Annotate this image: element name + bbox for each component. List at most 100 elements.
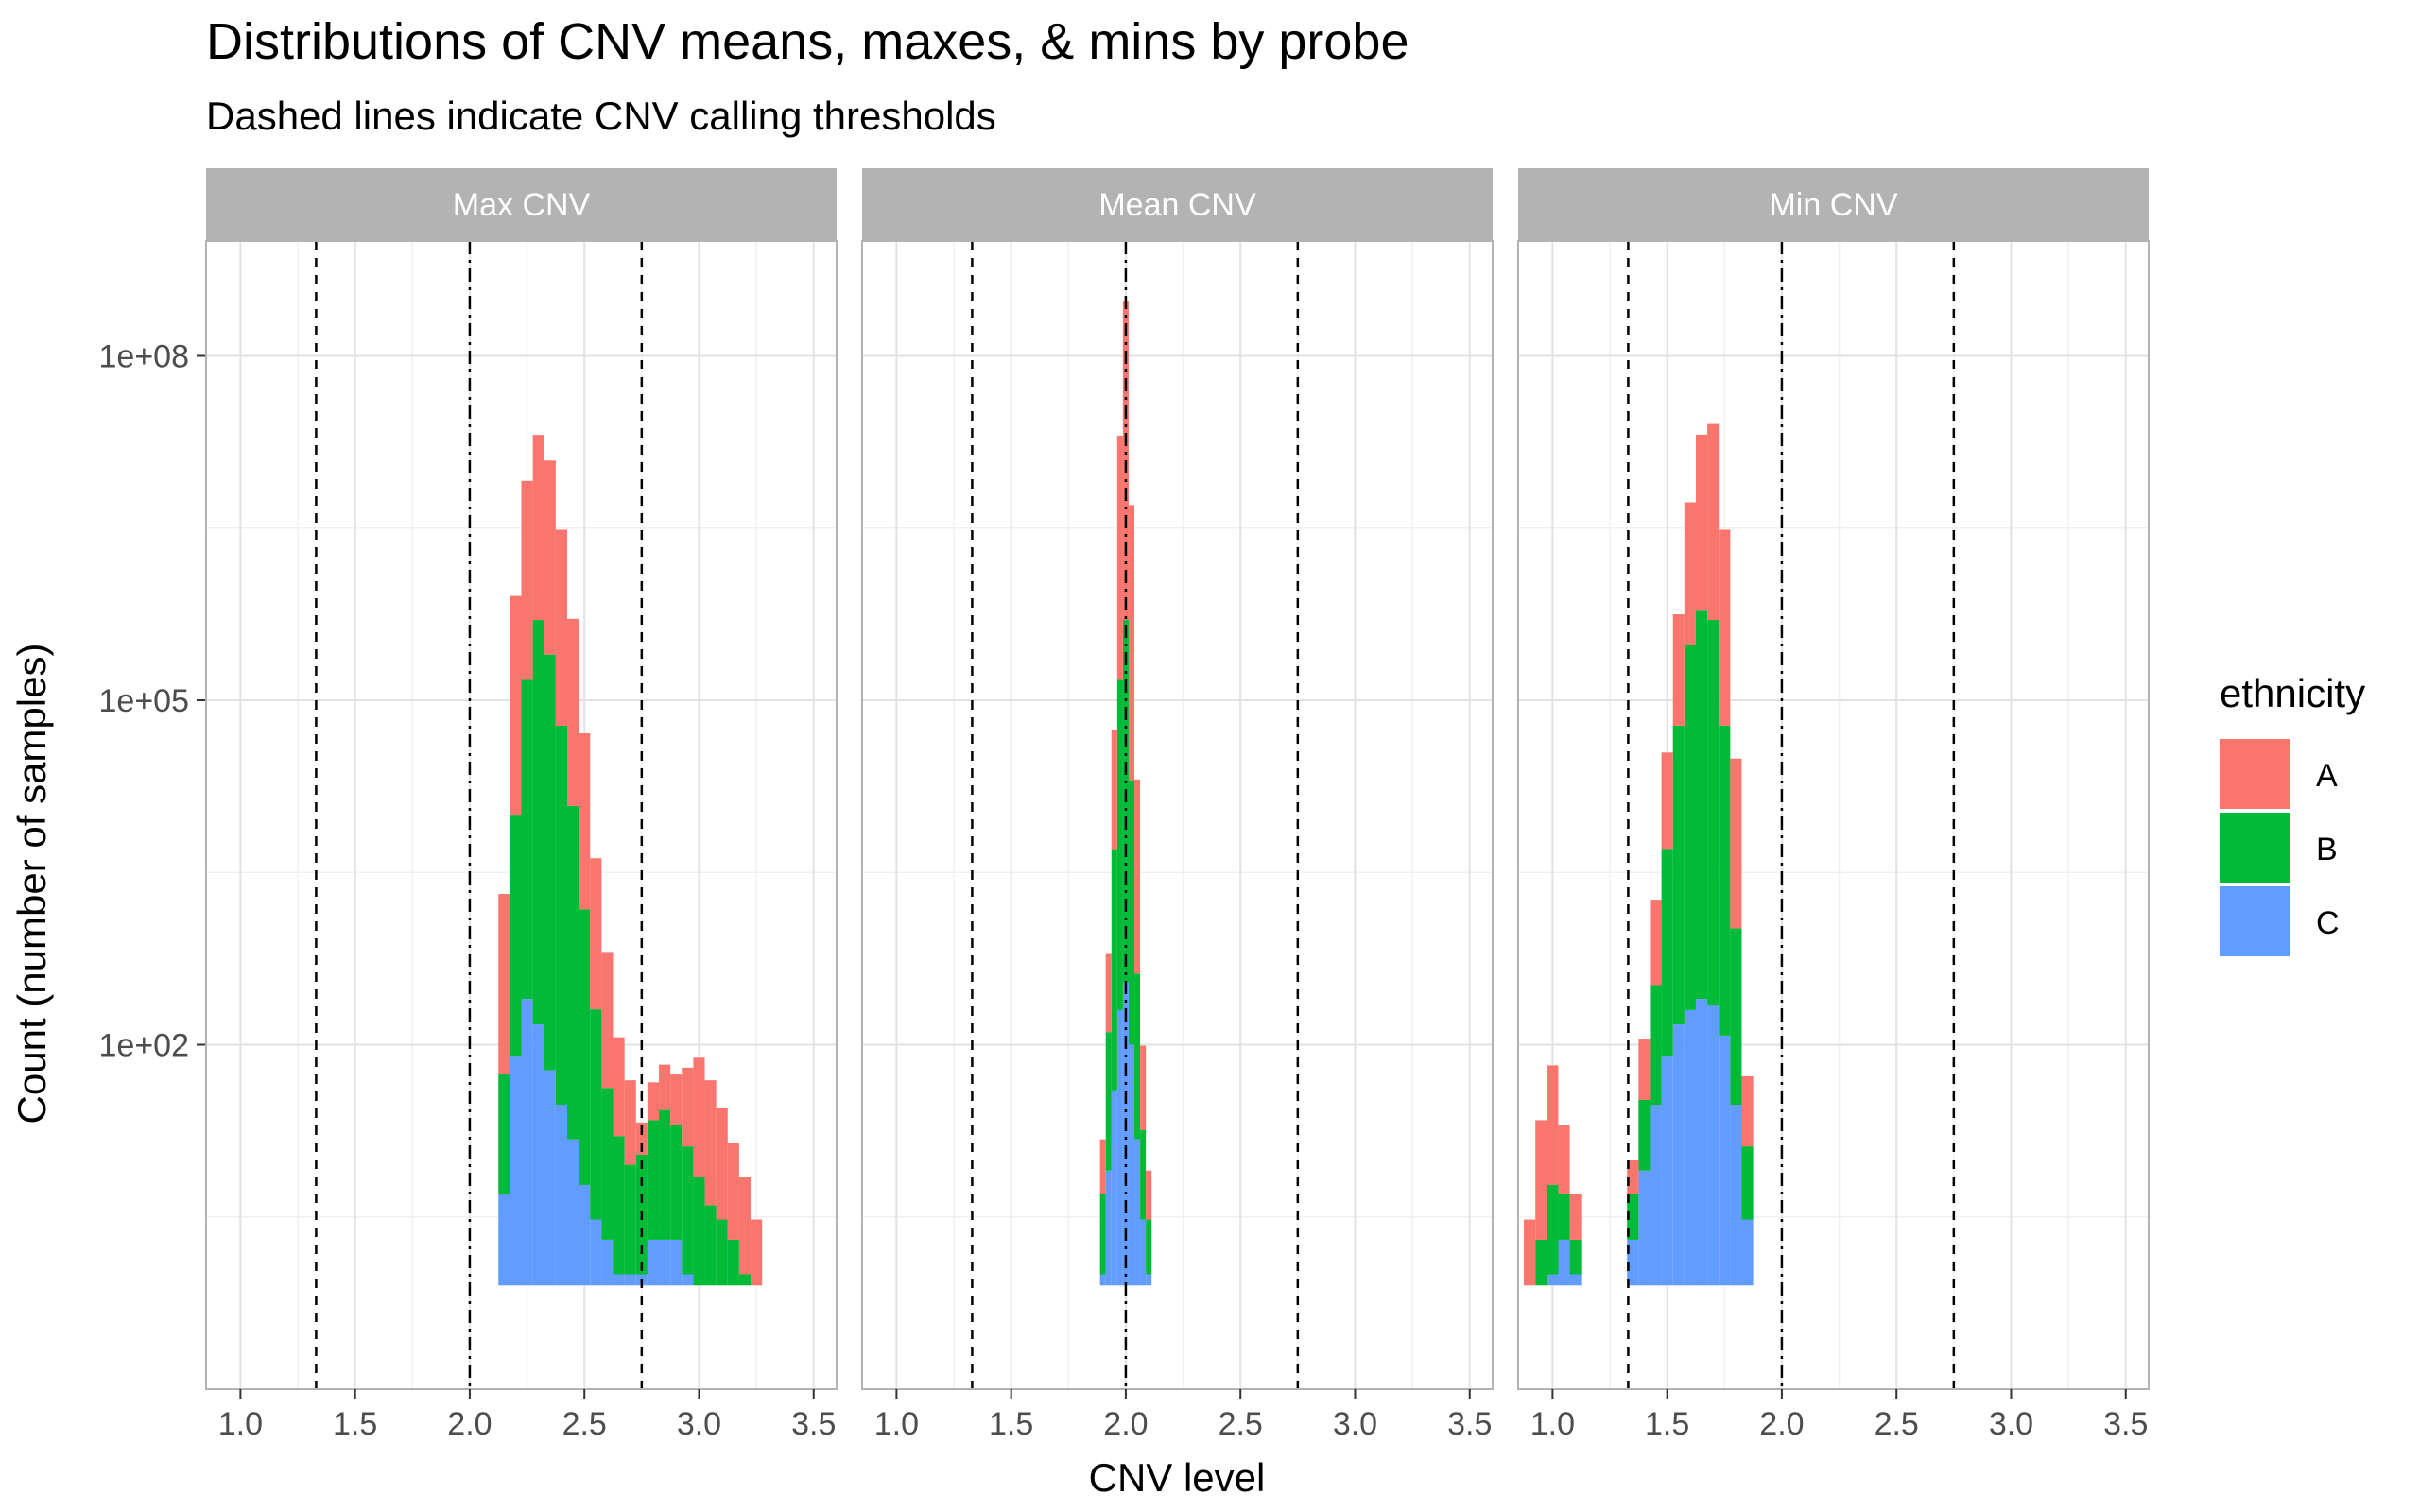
histogram-bar: [682, 1067, 694, 1147]
histogram-bar: [1695, 999, 1708, 1286]
y-axis: 1e+02 1e+05 1e+08: [99, 339, 206, 1064]
histogram-bar: [1684, 644, 1696, 1010]
histogram-bar: [716, 1108, 728, 1220]
histogram-bar: [1535, 1239, 1547, 1286]
histogram-bar: [1719, 529, 1731, 726]
histogram-bar: [1146, 1170, 1152, 1220]
histogram-bar: [670, 1125, 683, 1240]
x-tick-label: 1.5: [1645, 1406, 1689, 1442]
histogram-bar: [544, 460, 556, 655]
histogram-bar: [1650, 900, 1662, 986]
x-tick-label: 1.0: [218, 1406, 263, 1442]
histogram-bar: [1140, 1045, 1147, 1130]
y-axis-label: Count (number of samples): [9, 644, 54, 1125]
histogram-bar: [1741, 1219, 1754, 1286]
chart-title: Distributions of CNV means, maxes, & min…: [206, 13, 1409, 70]
legend-key: [2220, 886, 2290, 956]
histogram-bar: [1558, 1125, 1570, 1194]
x-tick-label: 3.0: [1989, 1406, 2033, 1442]
histogram-bar: [555, 725, 568, 1106]
histogram-bar: [532, 1024, 544, 1286]
histogram-bar: [670, 1074, 683, 1125]
x-tick-label: 2.5: [1219, 1406, 1263, 1442]
histogram-bar: [1547, 1184, 1559, 1275]
panel-border: [1517, 240, 2150, 1390]
histogram-bar: [1146, 1274, 1152, 1286]
histogram-bar: [659, 1239, 671, 1286]
histogram-bar: [521, 679, 533, 1000]
legend-label: B: [2316, 832, 2338, 868]
histogram-bar: [1116, 1009, 1123, 1286]
x-tick-label: 1.0: [874, 1406, 919, 1442]
histogram-bar: [1650, 1105, 1662, 1286]
histogram-bar: [544, 1070, 556, 1286]
facet-panel: Mean CNV 1.0 1.5 2.0 2.5 3.0 3.5: [861, 168, 1494, 1442]
histogram-bar: [1730, 928, 1742, 1106]
histogram-bar: [510, 595, 522, 816]
histogram-bar: [498, 1194, 510, 1286]
histogram-bar: [1099, 1274, 1106, 1286]
histogram-bar: [635, 1122, 648, 1155]
histogram-bar: [1140, 1219, 1147, 1286]
histogram-bar: [647, 1082, 660, 1121]
histogram-bar: [555, 1105, 568, 1286]
histogram-bar: [693, 1057, 705, 1177]
x-tick-label: 3.5: [2103, 1406, 2148, 1442]
x-tick-label: 3.0: [1333, 1406, 1377, 1442]
histogram-bar: [1547, 1274, 1559, 1286]
histogram-bar: [1730, 1105, 1742, 1286]
histogram-bar: [704, 1205, 717, 1286]
x-tick-label: 1.5: [989, 1406, 1033, 1442]
y-tick-label: 1e+05: [99, 683, 190, 719]
histogram-bar: [532, 620, 544, 1025]
histogram-bar: [1128, 505, 1135, 781]
histogram-bar: [1707, 620, 1720, 1005]
histogram-bar: [1707, 423, 1720, 621]
histogram-bar: [1569, 1239, 1582, 1275]
histogram-bar: [1684, 1009, 1696, 1286]
histogram-bar: [1134, 1139, 1141, 1286]
histogram-bar: [510, 815, 522, 1057]
facet-strip: [862, 168, 1493, 241]
histogram-bar: [590, 858, 602, 1010]
histogram-bar: [1730, 758, 1742, 929]
histogram-bar: [1105, 1170, 1112, 1286]
histogram-bar: [1569, 1274, 1582, 1286]
facet-label: Max CNV: [453, 187, 591, 223]
histogram-bar: [521, 999, 533, 1286]
histogram-bar: [1116, 436, 1123, 680]
histogram-bar: [1672, 1024, 1685, 1286]
histogram-bar: [579, 909, 591, 1185]
histogram-bar: [693, 1177, 705, 1286]
histogram-bar: [1558, 1194, 1570, 1240]
legend-key: [2220, 813, 2290, 883]
histogram-bar: [1741, 1076, 1754, 1147]
histogram-bar: [682, 1274, 694, 1286]
x-tick-label: 3.0: [677, 1406, 721, 1442]
facet-label: Min CNV: [1769, 187, 1897, 223]
histogram-bar: [738, 1177, 752, 1275]
histogram-bar: [567, 1139, 579, 1286]
histogram-bar: [1105, 953, 1112, 1033]
facet-label: Mean CNV: [1098, 187, 1256, 223]
x-tick-label: 2.5: [1875, 1406, 1919, 1442]
histogram-bar: [1627, 1194, 1639, 1240]
histogram-bar: [510, 1056, 522, 1286]
histogram-bar: [1695, 610, 1708, 1000]
y-tick-label: 1e+02: [99, 1028, 190, 1064]
x-tick-label: 2.5: [562, 1406, 607, 1442]
histogram-bar: [1547, 1065, 1559, 1185]
histogram-bar: [579, 733, 591, 910]
histogram-bar: [601, 1239, 614, 1286]
facet-panel: Min CNV 1.0 1.5 2.0 2.5 3.0 3.5: [1517, 168, 2150, 1442]
histogram-bar: [647, 1239, 660, 1286]
histogram-bar: [590, 1009, 602, 1220]
histogram-bar: [1638, 1100, 1651, 1171]
histogram-bar: [1134, 779, 1141, 974]
histogram-bar: [647, 1120, 660, 1240]
histogram-bar: [659, 1109, 671, 1240]
histogram-bar: [567, 618, 579, 806]
histogram-bar: [590, 1219, 602, 1286]
histogram-bar: [1128, 1044, 1135, 1286]
histogram-bar: [498, 1074, 510, 1194]
